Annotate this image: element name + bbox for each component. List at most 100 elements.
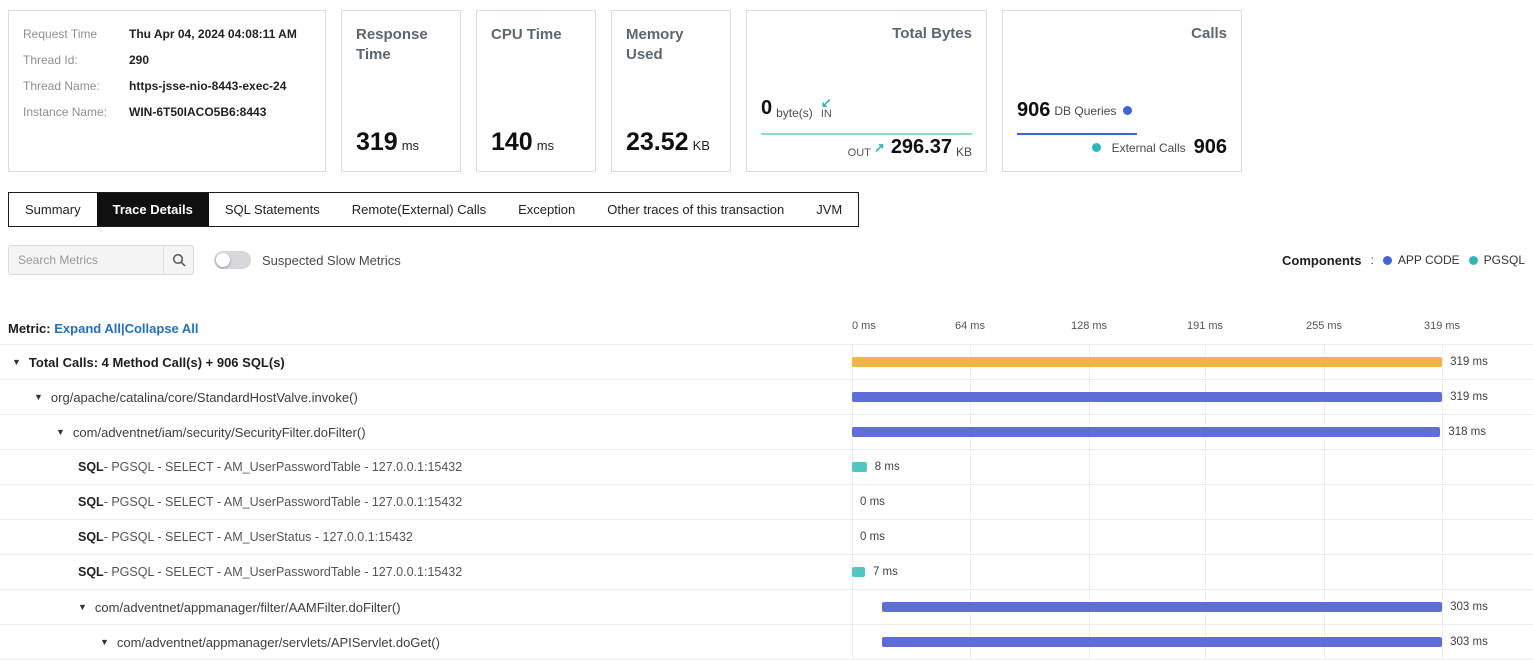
duration-bar[interactable] bbox=[881, 637, 1443, 647]
duration-label: 318 ms bbox=[1448, 426, 1487, 438]
card-title: Total Bytes bbox=[892, 25, 972, 42]
collapse-all-link[interactable]: Collapse All bbox=[124, 321, 199, 336]
tab-exception[interactable]: Exception bbox=[518, 202, 576, 217]
value-unit: ms bbox=[536, 138, 555, 153]
collapse-caret-icon[interactable]: ▼ bbox=[34, 392, 43, 402]
card-title: Calls bbox=[1191, 25, 1227, 42]
search-metrics-input[interactable] bbox=[9, 246, 163, 274]
axis-tick: 0 ms bbox=[852, 320, 876, 332]
external-calls-dot bbox=[1091, 143, 1101, 152]
trace-row-label: SQL - PGSQL - SELECT - AM_UserPasswordTa… bbox=[0, 495, 852, 509]
collapse-caret-icon[interactable]: ▼ bbox=[56, 427, 65, 437]
info-field-label: Instance Name: bbox=[23, 105, 108, 119]
duration-bar[interactable] bbox=[852, 567, 865, 577]
tab-remote-external-calls[interactable]: Remote(External) Calls bbox=[351, 202, 487, 217]
tab-other-traces-of-this-transaction[interactable]: Other traces of this transaction bbox=[607, 202, 785, 217]
trace-row-label: SQL - PGSQL - SELECT - AM_UserPasswordTa… bbox=[0, 460, 852, 474]
search-icon[interactable] bbox=[163, 246, 193, 274]
collapse-caret-icon[interactable]: ▼ bbox=[100, 637, 109, 647]
info-field-value: Thu Apr 04, 2024 04:08:11 AM bbox=[129, 27, 297, 41]
info-field-label: Thread Id: bbox=[23, 53, 78, 67]
duration-label: 8 ms bbox=[874, 461, 900, 473]
legend-item: PGSQL bbox=[1468, 253, 1525, 267]
axis-tick: 319 ms bbox=[1423, 320, 1461, 332]
trace-row-label: ▼ com/adventnet/iam/security/SecurityFilt… bbox=[0, 425, 852, 440]
out-arrow-icon: ↗ bbox=[873, 140, 885, 155]
sql-prefix: SQL bbox=[78, 460, 104, 474]
duration-bar[interactable] bbox=[852, 392, 1443, 402]
metrics-toolbar: Suspected Slow Metrics Components : APP … bbox=[8, 244, 1525, 276]
duration-label: 303 ms bbox=[1450, 636, 1488, 648]
toggle-label: Suspected Slow Metrics bbox=[262, 252, 401, 268]
tab-summary[interactable]: Summary bbox=[25, 202, 81, 217]
method-name: org/apache/catalina/core/StandardHostVal… bbox=[50, 389, 358, 405]
collapse-caret-icon[interactable]: ▼ bbox=[78, 602, 87, 612]
tab-bar: Summary Trace Details SQL Statements Remote… bbox=[8, 192, 860, 227]
cpu-time-value: 140 ms bbox=[491, 128, 555, 156]
external-calls-label: External Calls bbox=[1111, 140, 1186, 155]
axis-tick: 128 ms bbox=[1070, 320, 1108, 332]
bytes-out-unit: KB bbox=[955, 145, 972, 159]
card-title: Response Time bbox=[356, 26, 428, 63]
trace-row: ▼ org/apache/catalina/core/StandardHostVa… bbox=[0, 380, 1533, 415]
info-field-value: WIN-6T50IACO5B6:8443 bbox=[129, 105, 267, 119]
method-name: Total Calls: 4 Method Call(s) + 906 SQL(… bbox=[28, 354, 285, 370]
trace-row: ▼ Total Calls: 4 Method Call(s) + 906 SQL… bbox=[0, 345, 1533, 380]
components-legend: Components : APP CODE PGSQL bbox=[1282, 253, 1525, 268]
external-calls-value: 906 bbox=[1193, 136, 1227, 158]
timeline-axis: 0 ms 64 ms 128 ms 191 ms 255 ms 319 ms bbox=[852, 320, 1533, 336]
legend-dot bbox=[1468, 255, 1478, 265]
trace-row-timeline: 7 ms bbox=[852, 555, 1533, 589]
metric-header-row: Metric: Expand All|Collapse All 0 ms 64 m… bbox=[0, 316, 1533, 336]
external-calls-group: External Calls 906 bbox=[1091, 136, 1227, 159]
duration-bar[interactable] bbox=[852, 462, 867, 472]
trace-row-label: SQL - PGSQL - SELECT - AM_UserStatus - 1… bbox=[0, 530, 852, 544]
duration-bar[interactable] bbox=[881, 602, 1443, 612]
trace-row-timeline: 8 ms bbox=[852, 450, 1533, 484]
info-field-label: Request Time bbox=[23, 27, 98, 41]
sql-statement-text: - PGSQL - SELECT - AM_UserPasswordTable … bbox=[103, 495, 463, 509]
duration-bar[interactable] bbox=[852, 357, 1443, 367]
duration-bar[interactable] bbox=[852, 427, 1441, 437]
collapse-caret-icon[interactable]: ▼ bbox=[12, 357, 21, 367]
axis-tick: 255 ms bbox=[1305, 320, 1343, 332]
trace-row-timeline: 0 ms bbox=[852, 485, 1533, 519]
bytes-in-label: IN bbox=[820, 108, 832, 120]
bytes-in-group: 0 byte(s) ↙ IN bbox=[761, 96, 832, 120]
value-unit: KB bbox=[692, 138, 710, 153]
legend-name: PGSQL bbox=[1483, 253, 1525, 267]
info-field-value: https-jsse-nio-8443-exec-24 bbox=[129, 79, 287, 93]
axis-tick: 191 ms bbox=[1186, 320, 1224, 332]
trace-row: SQL - PGSQL - SELECT - AM_UserPasswordTa… bbox=[0, 485, 1533, 520]
tab-sql-statements[interactable]: SQL Statements bbox=[224, 202, 320, 217]
bytes-in-value: 0 bbox=[761, 97, 773, 119]
db-queries-label: DB Queries bbox=[1054, 103, 1117, 118]
sql-statement-text: - PGSQL - SELECT - AM_UserStatus - 127.0… bbox=[103, 530, 413, 544]
trace-row-label: ▼ com/adventnet/appmanager/servlets/APISe… bbox=[0, 635, 852, 650]
sql-prefix: SQL bbox=[78, 495, 104, 509]
db-queries-group: 906 DB Queries bbox=[1017, 99, 1133, 122]
request-info-card: Request Time Thu Apr 04, 2024 04:08:11 AM… bbox=[8, 10, 326, 172]
db-queries-dot bbox=[1123, 106, 1133, 115]
memory-used-value: 23.52 KB bbox=[626, 128, 710, 156]
components-colon: : bbox=[1370, 253, 1374, 267]
value-unit: ms bbox=[401, 138, 420, 153]
duration-label: 0 ms bbox=[860, 496, 885, 508]
expand-all-link[interactable]: Expand All bbox=[54, 321, 121, 336]
total-bytes-card: Total Bytes 0 byte(s) ↙ IN OUT ↗ 296.37 … bbox=[746, 10, 987, 172]
trace-row: ▼ com/adventnet/appmanager/servlets/APISe… bbox=[0, 625, 1533, 660]
method-name: com/adventnet/appmanager/filter/AAMFilte… bbox=[94, 599, 401, 615]
summary-cards-row: Request Time Thu Apr 04, 2024 04:08:11 AM… bbox=[0, 0, 1533, 172]
metric-controls: Metric: Expand All|Collapse All bbox=[0, 321, 852, 336]
components-label: Components bbox=[1282, 252, 1362, 268]
tab-trace-details[interactable]: Trace Details bbox=[96, 193, 209, 226]
legend-item: APP CODE bbox=[1382, 253, 1460, 267]
sql-prefix: SQL bbox=[78, 530, 104, 544]
tab-jvm[interactable]: JVM bbox=[816, 202, 843, 217]
card-title: CPU Time bbox=[491, 26, 562, 43]
trace-waterfall: ▼ Total Calls: 4 Method Call(s) + 906 SQL… bbox=[0, 344, 1533, 660]
duration-label: 303 ms bbox=[1450, 601, 1488, 613]
trace-row-timeline: 303 ms bbox=[852, 625, 1533, 659]
bytes-out-group: OUT ↗ 296.37 KB bbox=[848, 136, 972, 159]
suspected-slow-metrics-toggle[interactable] bbox=[214, 251, 251, 269]
